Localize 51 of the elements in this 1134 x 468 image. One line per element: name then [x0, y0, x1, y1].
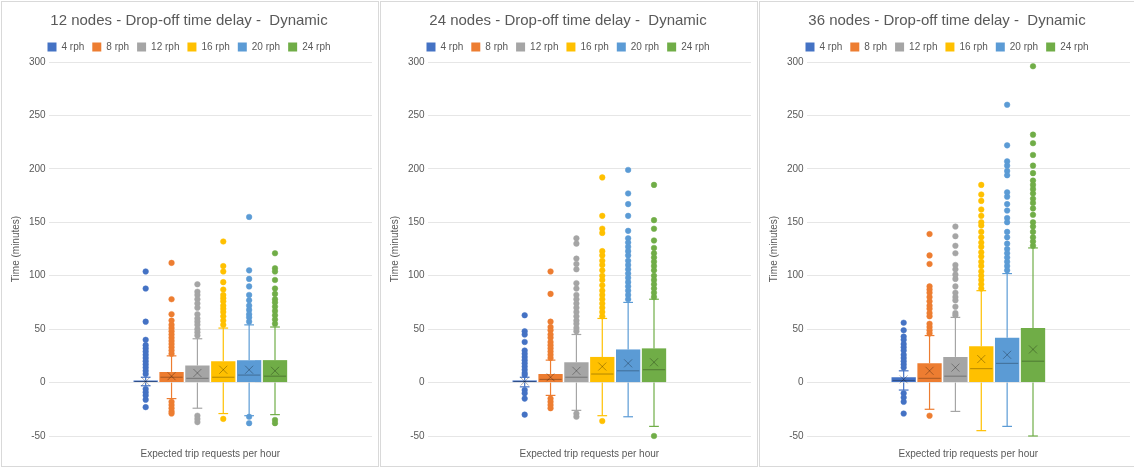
- y-tick-label: 200: [29, 162, 47, 174]
- y-tick-label: 250: [408, 109, 426, 121]
- y-tick-label: 100: [408, 269, 426, 281]
- y-tick-label: 50: [413, 322, 426, 334]
- y-tick-label: 150: [408, 216, 426, 228]
- y-tick-label: 250: [787, 109, 805, 121]
- y-tick-label: -50: [410, 429, 426, 441]
- y-tick-label: 0: [40, 376, 47, 388]
- legend-label: 4 rph: [440, 40, 464, 52]
- legend-label: 8 rph: [864, 40, 888, 52]
- y-tick-label: 50: [792, 322, 805, 334]
- y-tick-label: -50: [31, 429, 47, 441]
- legend-label: 4 rph: [819, 40, 843, 52]
- y-tick-label: 0: [798, 376, 805, 388]
- legend-label: 24 rph: [681, 40, 710, 52]
- legend-label: 24 rph: [1060, 40, 1089, 52]
- legend-label: 4 rph: [61, 40, 85, 52]
- y-tick-label: 300: [408, 55, 426, 67]
- legend-label: 20 rph: [1009, 40, 1039, 52]
- legend-label: 12 rph: [151, 40, 180, 52]
- legend-label: 8 rph: [485, 40, 509, 52]
- chart-title: 36 nodes - Drop-off time delay - Dynamic: [808, 11, 1087, 29]
- y-axis-title: Time (minutes): [9, 215, 21, 283]
- y-tick-label: -50: [789, 429, 805, 441]
- legend-label: 20 rph: [630, 40, 660, 52]
- y-tick-label: 100: [787, 269, 805, 281]
- y-tick-label: 200: [408, 162, 426, 174]
- y-tick-label: 100: [29, 269, 47, 281]
- legend-label: 16 rph: [580, 40, 609, 52]
- chart-title: 24 nodes - Drop-off time delay - Dynamic: [429, 11, 708, 29]
- y-tick-label: 300: [787, 55, 805, 67]
- x-axis-title: Expected trip requests per hour: [898, 447, 1039, 459]
- y-tick-label: 300: [29, 55, 47, 67]
- y-tick-label: 0: [419, 376, 426, 388]
- legend-label: 16 rph: [959, 40, 988, 52]
- legend-label: 24 rph: [302, 40, 331, 52]
- y-axis-title: Time (minutes): [767, 215, 779, 283]
- y-tick-label: 150: [29, 216, 47, 228]
- x-axis-title: Expected trip requests per hour: [519, 447, 660, 459]
- legend-label: 12 rph: [530, 40, 559, 52]
- legend-label: 8 rph: [106, 40, 130, 52]
- legend-label: 20 rph: [251, 40, 281, 52]
- y-tick-label: 200: [787, 162, 805, 174]
- y-axis-title: Time (minutes): [388, 215, 400, 283]
- y-tick-label: 50: [34, 322, 47, 334]
- legend-label: 12 rph: [909, 40, 938, 52]
- legend-label: 16 rph: [201, 40, 230, 52]
- y-tick-label: 250: [29, 109, 47, 121]
- chart-title: 12 nodes - Drop-off time delay - Dynamic: [50, 11, 329, 29]
- y-tick-label: 150: [787, 216, 805, 228]
- x-axis-title: Expected trip requests per hour: [140, 447, 281, 459]
